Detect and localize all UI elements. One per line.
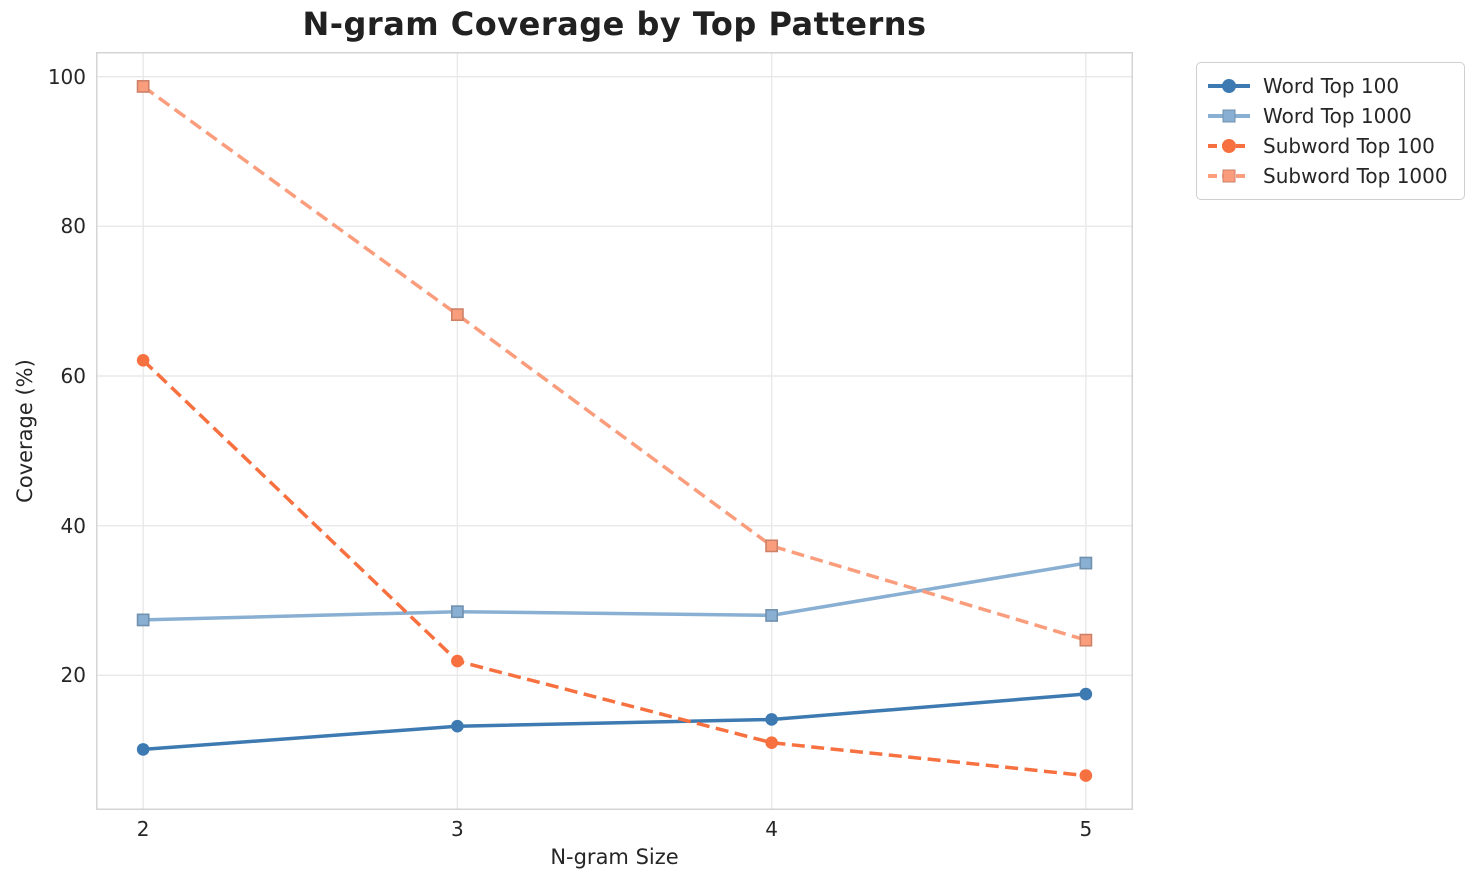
- legend-swatch-word-top-100: [1208, 77, 1250, 95]
- data-point-subword-top-1000: [136, 80, 150, 93]
- series-line-word-top-1000: [143, 561, 1087, 622]
- data-point-subword-top-100: [451, 654, 464, 668]
- legend-item-subword-top-1000: Subword Top 1000: [1208, 161, 1448, 191]
- x-tick-label: 4: [765, 817, 778, 841]
- legend-swatch-subword-top-1000: [1208, 167, 1250, 185]
- data-point-subword-top-1000: [765, 539, 779, 553]
- chart-title: N-gram Coverage by Top Patterns: [302, 5, 927, 43]
- y-tick-label: 20: [60, 663, 86, 688]
- data-point-word-top-1000: [450, 605, 464, 619]
- x-tick-label: 2: [136, 817, 150, 841]
- data-point-word-top-1000: [1079, 556, 1093, 570]
- series-line-subword-top-100: [141, 359, 1087, 778]
- data-point-subword-top-100: [136, 353, 150, 367]
- x-tick-label: 3: [451, 817, 464, 841]
- x-tick-label: 5: [1079, 817, 1093, 841]
- axes-spines: [96, 52, 1133, 810]
- legend-item-subword-top-100: Subword Top 100: [1208, 131, 1448, 161]
- legend-label: Subword Top 1000: [1263, 164, 1448, 188]
- data-point-subword-top-1000: [1079, 633, 1093, 647]
- data-point-subword-top-1000: [450, 308, 464, 322]
- legend-circle-marker-icon: [1222, 79, 1236, 93]
- y-axis-label: Coverage (%): [13, 359, 37, 503]
- data-point-word-top-100: [1079, 687, 1093, 701]
- legend: Word Top 100 Word Top 1000 Subword Top 1…: [1196, 62, 1465, 200]
- y-tick-label: 40: [60, 513, 86, 538]
- data-point-word-top-1000: [136, 613, 150, 627]
- y-tick-label: 80: [60, 214, 86, 239]
- legend-square-marker-icon: [1222, 169, 1236, 183]
- legend-swatch-subword-top-100: [1208, 137, 1250, 155]
- legend-circle-marker-icon: [1222, 139, 1236, 153]
- legend-label: Word Top 100: [1263, 74, 1400, 98]
- data-point-subword-top-100: [765, 736, 778, 749]
- y-tick-label: 100: [47, 64, 86, 89]
- legend-item-word-top-100: Word Top 100: [1208, 71, 1448, 101]
- data-point-word-top-100: [765, 713, 778, 726]
- data-point-word-top-100: [136, 743, 150, 756]
- plot-area: [96, 52, 1133, 810]
- x-axis-label: N-gram Size: [550, 845, 679, 869]
- legend-item-word-top-1000: Word Top 1000: [1208, 101, 1448, 131]
- legend-label: Subword Top 100: [1263, 134, 1435, 158]
- legend-label: Word Top 1000: [1263, 104, 1412, 128]
- data-point-word-top-1000: [765, 609, 779, 622]
- y-tick-label: 60: [60, 364, 86, 388]
- data-point-word-top-100: [451, 719, 464, 733]
- legend-swatch-word-top-1000: [1208, 107, 1250, 125]
- series-line-word-top-100: [142, 692, 1087, 752]
- series-line-subword-top-1000: [142, 84, 1087, 642]
- data-point-subword-top-100: [1079, 769, 1093, 782]
- legend-square-marker-icon: [1222, 109, 1236, 123]
